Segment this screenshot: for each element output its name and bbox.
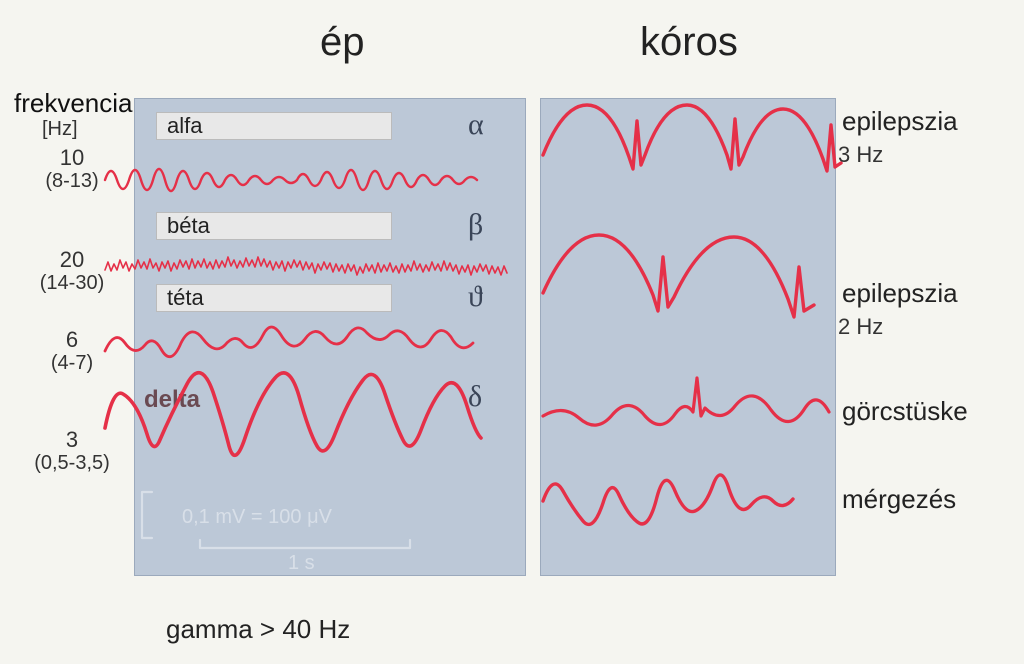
wave-delta: [100, 378, 526, 498]
greek-téta: ϑ: [468, 280, 483, 314]
wave-label-béta: béta: [156, 212, 392, 240]
wave-téta: [100, 316, 526, 386]
pathology-label-3: mérgezés: [838, 484, 960, 515]
pathological-wave-3: [538, 456, 848, 566]
pathological-wave-1: [538, 228, 848, 348]
pathology-sub-1: 2 Hz: [838, 314, 883, 340]
wave-alfa: [100, 150, 526, 210]
pathology-label-0: epilepszia: [838, 106, 962, 137]
greek-béta: β: [468, 208, 483, 242]
pathological-wave-0: [538, 100, 848, 210]
pathological-wave-2: [538, 376, 848, 456]
pathology-sub-0: 3 Hz: [838, 142, 883, 168]
pathology-label-2: görcstüske: [838, 396, 972, 427]
wave-label-alfa: alfa: [156, 112, 392, 140]
wave-label-téta: téta: [156, 284, 392, 312]
greek-alfa: α: [468, 108, 484, 142]
pathology-label-1: epilepszia: [838, 278, 962, 309]
